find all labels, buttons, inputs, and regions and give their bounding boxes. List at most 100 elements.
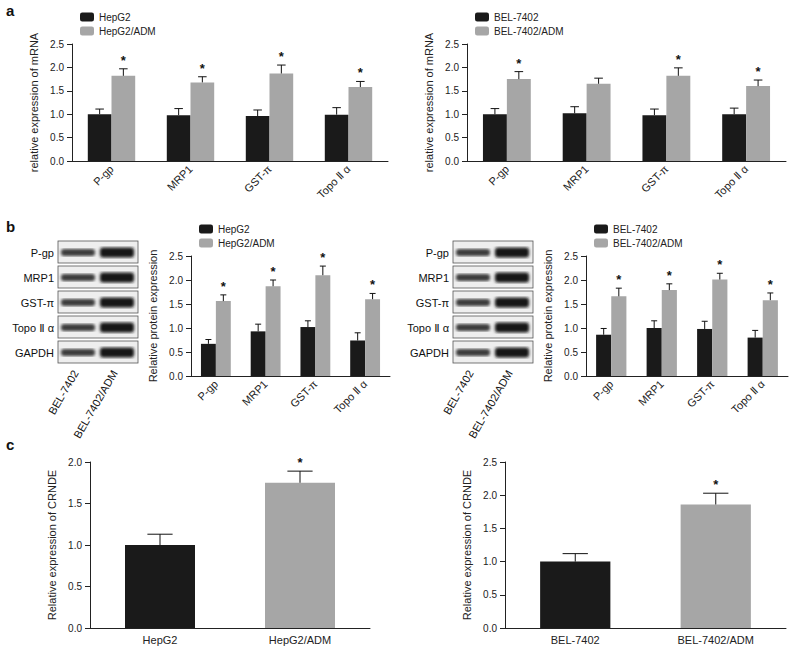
svg-text:2.0: 2.0 [50,62,64,73]
svg-text:Topo Ⅱ α: Topo Ⅱ α [331,377,369,415]
svg-text:2.5: 2.5 [564,251,578,262]
svg-text:BEL-7402: BEL-7402 [551,634,600,646]
svg-text:0.5: 0.5 [50,132,64,143]
svg-text:1.0: 1.0 [564,323,578,334]
svg-text:*: * [358,65,364,80]
svg-text:P-gp: P-gp [486,163,511,188]
svg-text:0.0: 0.0 [169,371,183,382]
svg-text:0.0: 0.0 [445,156,459,167]
svg-text:P-gp: P-gp [195,378,220,403]
svg-text:HepG2: HepG2 [143,634,178,646]
svg-text:*: * [717,257,723,272]
svg-text:BEL-7402: BEL-7402 [441,368,476,416]
svg-text:Relative expression of CRNDE: Relative expression of CRNDE [46,470,58,620]
svg-text:*: * [121,53,127,68]
svg-text:P-gp: P-gp [426,247,449,259]
svg-text:P-gp: P-gp [91,163,116,188]
svg-text:HepG2: HepG2 [99,12,131,23]
svg-text:*: * [279,49,285,64]
svg-text:BEL-7402/ADM: BEL-7402/ADM [466,368,515,440]
svg-text:*: * [297,455,303,470]
svg-text:*: * [676,52,682,67]
svg-text:HepG2/ADM: HepG2/ADM [218,238,275,249]
svg-text:0.5: 0.5 [483,589,497,600]
svg-text:*: * [200,61,206,76]
svg-text:MRP1: MRP1 [561,163,591,193]
svg-text:Topo Ⅱ α: Topo Ⅱ α [407,322,449,334]
svg-text:relative expression of mRNA: relative expression of mRNA [28,32,40,172]
svg-text:*: * [768,277,774,292]
svg-text:1.0: 1.0 [483,556,497,567]
svg-text:*: * [756,64,762,79]
svg-text:2.0: 2.0 [169,275,183,286]
svg-text:*: * [616,272,622,287]
svg-text:1.5: 1.5 [68,498,82,509]
svg-text:relative expression of mRNA: relative expression of mRNA [423,32,435,172]
svg-text:BEL-7402/ADM: BEL-7402/ADM [71,368,120,440]
svg-text:GST-π: GST-π [21,297,55,309]
svg-text:2.0: 2.0 [483,490,497,501]
svg-text:Topo Ⅱ α: Topo Ⅱ α [315,162,353,200]
svg-text:0.5: 0.5 [445,132,459,143]
svg-text:GAPDH: GAPDH [410,347,449,359]
svg-text:GST-π: GST-π [242,162,274,194]
svg-text:BEL-7402/ADM: BEL-7402/ADM [494,26,563,37]
svg-text:P-gp: P-gp [591,378,616,403]
svg-text:BEL-7402/ADM: BEL-7402/ADM [613,238,682,249]
svg-text:*: * [370,277,376,292]
svg-text:GST-π: GST-π [416,297,450,309]
svg-text:BEL-7402: BEL-7402 [46,368,81,416]
svg-text:MRP1: MRP1 [165,163,195,193]
svg-text:GST-π: GST-π [639,162,671,194]
svg-text:0.0: 0.0 [564,371,578,382]
svg-text:2.0: 2.0 [564,275,578,286]
svg-text:1.0: 1.0 [68,540,82,551]
svg-text:Topo Ⅱ α: Topo Ⅱ α [729,377,767,415]
svg-text:0.0: 0.0 [483,623,497,634]
svg-text:1.5: 1.5 [445,85,459,96]
svg-text:0.0: 0.0 [68,623,82,634]
svg-text:BEL-7402/ADM: BEL-7402/ADM [678,634,754,646]
svg-text:1.5: 1.5 [564,299,578,310]
svg-text:1.0: 1.0 [50,109,64,120]
svg-text:1.5: 1.5 [483,523,497,534]
svg-text:*: * [271,264,277,279]
svg-text:MRP1: MRP1 [23,272,54,284]
svg-text:Topo Ⅱ α: Topo Ⅱ α [12,322,54,334]
svg-text:MRP1: MRP1 [240,378,270,408]
svg-text:*: * [713,477,719,492]
svg-text:2.5: 2.5 [445,39,459,50]
svg-text:*: * [516,56,522,71]
svg-text:MRP1: MRP1 [636,378,666,408]
svg-text:HepG2: HepG2 [218,224,250,235]
svg-text:Topo Ⅱ α: Topo Ⅱ α [712,162,750,200]
svg-text:1.0: 1.0 [445,109,459,120]
svg-text:2.0: 2.0 [445,62,459,73]
svg-text:GAPDH: GAPDH [15,347,54,359]
svg-text:0.5: 0.5 [169,347,183,358]
svg-text:1.0: 1.0 [169,323,183,334]
svg-text:GST-π: GST-π [288,377,320,409]
svg-text:2.5: 2.5 [169,251,183,262]
svg-text:Relative protein expression: Relative protein expression [147,250,159,383]
svg-text:BEL-7402: BEL-7402 [494,12,539,23]
svg-text:0.0: 0.0 [50,156,64,167]
svg-text:2.5: 2.5 [483,457,497,468]
svg-text:BEL-7402: BEL-7402 [613,224,658,235]
svg-text:P-gp: P-gp [31,247,54,259]
svg-text:*: * [221,279,227,294]
svg-text:1.5: 1.5 [50,85,64,96]
svg-text:2.5: 2.5 [50,39,64,50]
svg-text:1.5: 1.5 [169,299,183,310]
svg-text:Relative expression of CRNDE: Relative expression of CRNDE [461,470,473,620]
svg-text:HepG2/ADM: HepG2/ADM [99,26,156,37]
svg-text:MRP1: MRP1 [418,272,449,284]
svg-text:2.0: 2.0 [68,457,82,468]
svg-text:GST-π: GST-π [685,377,717,409]
svg-text:0.5: 0.5 [564,347,578,358]
svg-text:Relative protein expression: Relative protein expression [542,250,554,383]
svg-text:*: * [667,268,673,283]
svg-text:0.5: 0.5 [68,581,82,592]
svg-text:HepG2/ADM: HepG2/ADM [269,634,331,646]
svg-text:*: * [320,250,326,265]
